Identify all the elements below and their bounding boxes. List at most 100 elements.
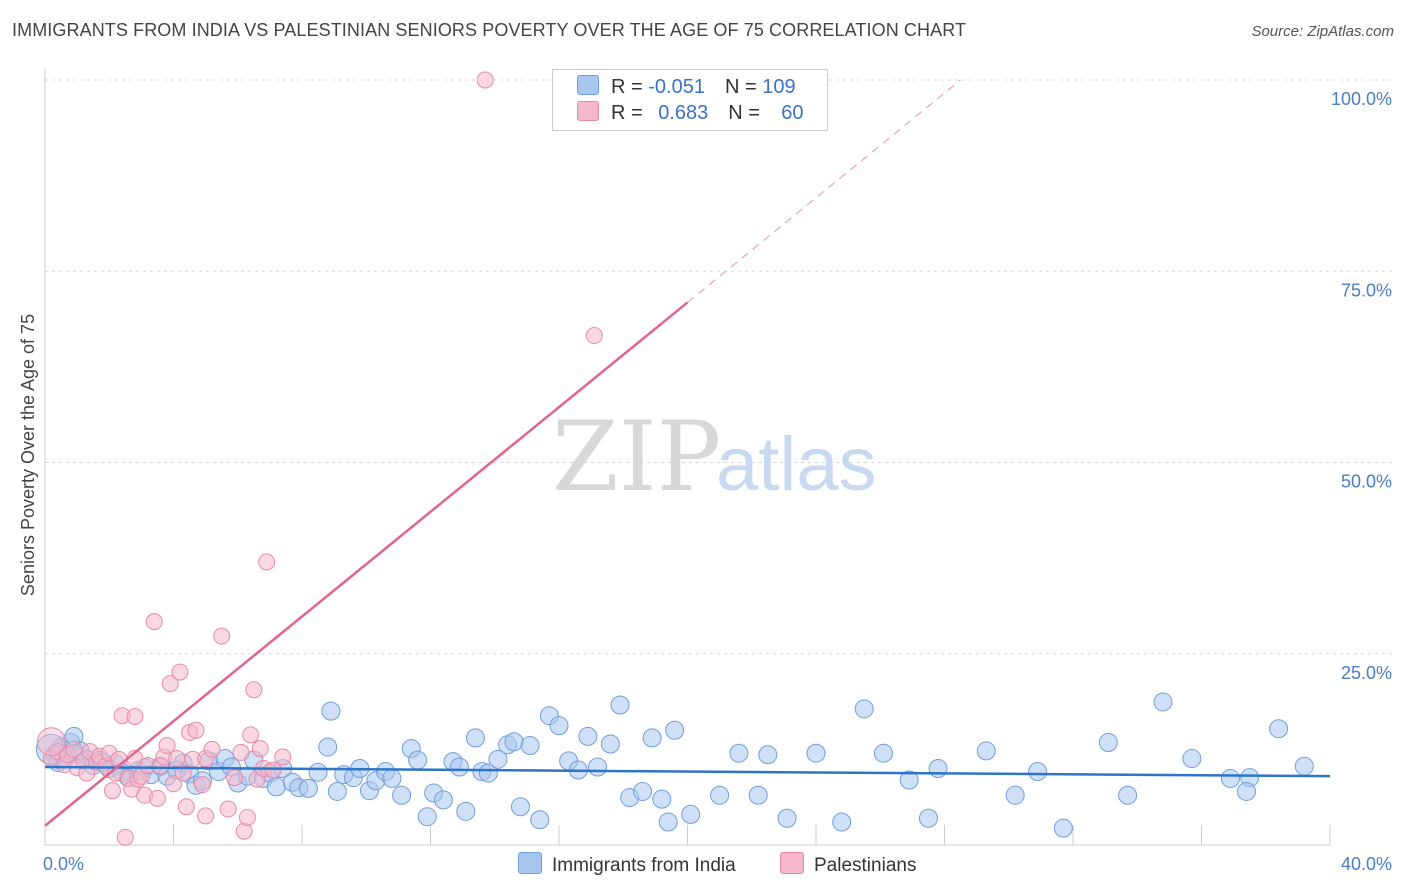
india-point <box>449 757 469 777</box>
india-point <box>642 728 662 748</box>
legend-n-label: N = <box>728 102 766 124</box>
legend-r-value-palestinians: 0.683 <box>658 102 709 124</box>
x-tick-label: 40.0% <box>1341 854 1392 874</box>
legend-n-value-palestinians: 60 <box>781 102 804 124</box>
tick-labels: 25.0% 50.0% 75.0% 100.0% 0.0% 40.0% <box>43 89 1392 874</box>
india-point <box>976 741 996 761</box>
india-point <box>530 810 550 830</box>
legend-swatch-palestinians <box>577 101 599 121</box>
trend-line-india <box>44 765 1331 778</box>
india-point <box>382 768 402 788</box>
palestinians-point <box>264 761 282 779</box>
india-point <box>1236 781 1256 801</box>
india-point <box>504 732 524 752</box>
india-point <box>777 808 797 828</box>
india-point <box>873 743 893 763</box>
india-point <box>758 745 778 765</box>
legend-n-value-india: 109 <box>762 76 796 98</box>
grid-lines <box>45 79 1392 655</box>
y-axis-label: Seniors Poverty Over the Age of 75 <box>18 314 38 596</box>
trend-line-palestinians-extension <box>687 79 961 303</box>
palestinians-point <box>238 808 256 826</box>
india-point <box>321 701 341 721</box>
india-point <box>408 750 428 770</box>
india-point <box>298 778 318 798</box>
palestinians-point <box>165 775 182 793</box>
watermark-zip: ZIP <box>552 401 721 513</box>
india-point <box>1220 768 1240 788</box>
india-point <box>748 785 768 805</box>
legend-n-label: N = <box>724 76 763 98</box>
palestinians-point <box>126 707 144 725</box>
india-point <box>578 726 598 746</box>
palestinians-point <box>161 675 179 693</box>
india-point <box>918 808 938 828</box>
india-point <box>308 762 328 782</box>
india-point <box>899 770 919 790</box>
legend-r-label: R = <box>611 76 649 98</box>
palestinians-point <box>258 553 276 571</box>
palestinians-point <box>245 681 263 699</box>
legend-r-label: R = <box>611 102 649 124</box>
palestinians-point <box>476 71 494 89</box>
india-point <box>1182 749 1202 769</box>
india-point <box>456 801 476 821</box>
palestinians-point <box>203 740 221 758</box>
palestinians-point <box>274 748 292 766</box>
palestinians-point <box>187 721 205 739</box>
india-point <box>652 789 672 809</box>
legend-r-value-india: -0.051 <box>648 76 705 98</box>
india-point <box>681 804 701 824</box>
india-point <box>417 807 437 827</box>
india-point <box>600 734 620 754</box>
bottom-legend-label-india: Immigrants from India <box>552 855 736 876</box>
india-point <box>633 781 653 801</box>
bottom-legend-swatch-palestinians <box>780 852 804 874</box>
watermark: ZIP atlas <box>552 401 877 513</box>
palestinians-point <box>219 800 237 818</box>
india-point <box>433 790 453 810</box>
india-point <box>588 757 608 777</box>
palestinians-point <box>213 627 231 645</box>
trend-line-palestinians <box>44 301 689 827</box>
source-label: Source: ZipAtlas.com <box>1251 23 1394 40</box>
india-point <box>710 785 730 805</box>
palestinians-point <box>171 663 189 681</box>
india-point <box>488 749 508 769</box>
axes <box>44 68 1331 846</box>
india-point <box>327 781 347 801</box>
palestinians-point <box>193 776 211 794</box>
trend-lines <box>44 79 1331 827</box>
india-point <box>1053 818 1073 838</box>
india-point <box>729 743 749 763</box>
palestinians-point <box>226 769 244 787</box>
palestinians-point <box>103 782 121 800</box>
legend-swatch-india <box>577 75 599 95</box>
y-tick-label: 100.0% <box>1331 89 1392 109</box>
india-point <box>1269 719 1289 739</box>
palestinians-point <box>242 726 260 744</box>
palestinians-point <box>232 743 250 761</box>
palestinians-point <box>251 740 269 758</box>
y-tick-label: 25.0% <box>1341 663 1392 683</box>
chart-title: IMMIGRANTS FROM INDIA VS PALESTINIAN SEN… <box>12 20 967 40</box>
india-point <box>928 759 948 778</box>
india-point <box>520 736 540 756</box>
india-point <box>1028 762 1048 782</box>
bottom-legend-india: Immigrants from India <box>518 852 736 877</box>
bottom-legend-label-palestinians: Palestinians <box>814 855 917 876</box>
india-point <box>1294 756 1314 776</box>
legend-row-palestinians: R = 0.683 N = 60 <box>577 101 804 127</box>
palestinians-point <box>78 764 96 782</box>
palestinians-point <box>585 327 603 345</box>
india-point <box>832 812 852 832</box>
palestinians-point <box>148 789 166 807</box>
palestinians-point <box>158 737 176 755</box>
india-point <box>854 699 874 719</box>
palestinians-point <box>177 798 195 816</box>
india-point <box>1005 785 1025 805</box>
india-point <box>392 785 412 805</box>
india-point <box>1153 692 1173 712</box>
india-point <box>658 812 678 832</box>
